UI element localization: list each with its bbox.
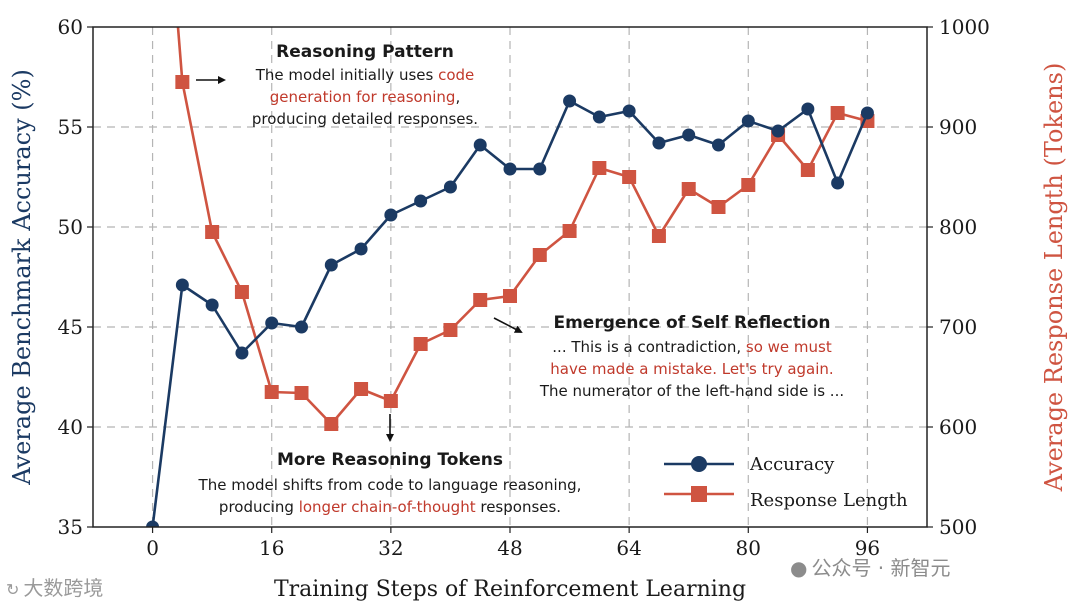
x-axis-label: Training Steps of Reinforcement Learning bbox=[274, 577, 746, 602]
y-axis-label-left: Average Benchmark Accuracy (%) bbox=[8, 69, 36, 486]
accuracy-point bbox=[175, 278, 189, 292]
accuracy-point bbox=[801, 102, 815, 116]
y-tick-label-right: 600 bbox=[939, 415, 977, 439]
accuracy-point bbox=[295, 320, 308, 334]
accuracy-point bbox=[146, 520, 160, 527]
accuracy-point bbox=[771, 124, 785, 138]
axis-ticks: 0 16 32 48 64 80 96 35 40 45 50 55 60 500 600 700 800 900… bbox=[58, 15, 990, 560]
annotation-line: The model shifts from code to language r… bbox=[198, 476, 582, 494]
response-length-point bbox=[473, 293, 488, 307]
response-length-point bbox=[681, 182, 696, 196]
accuracy-point bbox=[741, 114, 755, 128]
watermark-right: ● 公众号 · 新智元 bbox=[790, 556, 951, 580]
y-tick-label-right: 800 bbox=[939, 215, 977, 239]
response-length-point bbox=[234, 285, 249, 299]
response-length-point bbox=[800, 163, 815, 177]
x-tick-label: 16 bbox=[259, 536, 284, 560]
accuracy-point bbox=[622, 104, 636, 118]
x-tick-label: 96 bbox=[855, 536, 880, 560]
y-tick-label-right: 1000 bbox=[939, 15, 990, 39]
accuracy-point bbox=[592, 110, 606, 124]
annotation-self-reflection: Emergence of Self Reflection ... This is… bbox=[493, 313, 844, 400]
y-tick-label-left: 45 bbox=[58, 315, 83, 339]
annotation-line: producing longer chain-of-thought respon… bbox=[219, 498, 561, 516]
y-tick-label-left: 35 bbox=[58, 515, 83, 539]
response-length-point bbox=[503, 289, 517, 303]
grid bbox=[93, 27, 927, 527]
response-length-point bbox=[562, 224, 577, 238]
response-length-point bbox=[413, 337, 428, 351]
series-layer bbox=[146, 27, 875, 527]
accuracy-point bbox=[860, 106, 874, 120]
response-length-point bbox=[532, 248, 547, 262]
response-length-point bbox=[651, 229, 666, 243]
response-length-point bbox=[830, 106, 845, 120]
legend-label-accuracy: Accuracy bbox=[749, 454, 835, 475]
legend: Accuracy Response Length bbox=[664, 454, 908, 511]
accuracy-point bbox=[831, 176, 845, 190]
legend-marker-length bbox=[691, 486, 707, 502]
accuracy-point bbox=[563, 94, 577, 108]
legend-label-length: Response Length bbox=[750, 490, 908, 511]
wechat-icon: ● bbox=[790, 556, 808, 580]
x-tick-label: 48 bbox=[497, 536, 522, 560]
annotation-line: ... This is a contradiction, so we must bbox=[552, 338, 832, 356]
annotation-title: More Reasoning Tokens bbox=[277, 450, 503, 470]
x-tick-label: 32 bbox=[378, 536, 403, 560]
accuracy-point bbox=[324, 258, 338, 272]
accuracy-point bbox=[712, 138, 725, 152]
accuracy-point bbox=[354, 242, 368, 256]
accuracy-point bbox=[443, 180, 457, 194]
response-length-point bbox=[354, 382, 369, 396]
response-length-point bbox=[205, 225, 220, 239]
y-tick-label-left: 50 bbox=[58, 215, 83, 239]
y-tick-label-left: 60 bbox=[58, 15, 83, 39]
annotation-line: producing detailed responses. bbox=[252, 110, 478, 128]
y-tick-label-left: 55 bbox=[58, 115, 83, 139]
response-length-point bbox=[324, 417, 339, 431]
accuracy-point bbox=[265, 316, 279, 330]
watermark-logo-icon: ↻ bbox=[6, 580, 20, 599]
watermark-left: ↻ 大数跨境 bbox=[6, 576, 104, 600]
x-tick-label: 64 bbox=[616, 536, 641, 560]
response-length-point bbox=[383, 394, 398, 408]
annotation-line: The numerator of the left-hand side is .… bbox=[539, 382, 844, 400]
accuracy-point bbox=[682, 128, 696, 142]
y-axis-label-right: Average Response Length (Tokens) bbox=[1040, 63, 1068, 493]
response-length-point bbox=[741, 178, 756, 192]
annotation-title: Reasoning Pattern bbox=[276, 42, 454, 62]
accuracy-point bbox=[533, 162, 547, 176]
x-tick-label: 80 bbox=[736, 536, 761, 560]
annotation-line: generation for reasoning, bbox=[270, 88, 460, 106]
legend-marker-accuracy bbox=[691, 456, 707, 472]
response-length-point bbox=[622, 170, 637, 184]
response-length-point bbox=[443, 323, 458, 337]
accuracy-point bbox=[384, 208, 398, 222]
x-tick-label: 0 bbox=[146, 536, 159, 560]
accuracy-point bbox=[235, 346, 249, 360]
accuracy-point bbox=[473, 138, 487, 152]
response-length-point bbox=[294, 386, 309, 400]
response-length-point bbox=[264, 385, 279, 399]
response-length-point bbox=[175, 75, 190, 89]
y-tick-label-right: 500 bbox=[939, 515, 977, 539]
y-tick-label-right: 700 bbox=[939, 315, 977, 339]
y-tick-label-left: 40 bbox=[58, 415, 83, 439]
accuracy-point bbox=[205, 298, 219, 312]
accuracy-point bbox=[652, 136, 666, 150]
annotation-more-tokens: More Reasoning Tokens The model shifts f… bbox=[198, 414, 582, 516]
response-length-point bbox=[711, 200, 726, 214]
annotation-title: Emergence of Self Reflection bbox=[553, 313, 830, 333]
y-tick-label-right: 900 bbox=[939, 115, 977, 139]
annotation-line: The model initially uses code bbox=[255, 66, 475, 84]
accuracy-point bbox=[414, 194, 428, 208]
annotation-line: have made a mistake. Let's try again. bbox=[550, 360, 833, 378]
response-length-point bbox=[592, 161, 607, 175]
annotation-reasoning-pattern: Reasoning Pattern The model initially us… bbox=[196, 42, 478, 128]
annotation-arrow bbox=[493, 317, 523, 333]
accuracy-point bbox=[503, 162, 517, 176]
